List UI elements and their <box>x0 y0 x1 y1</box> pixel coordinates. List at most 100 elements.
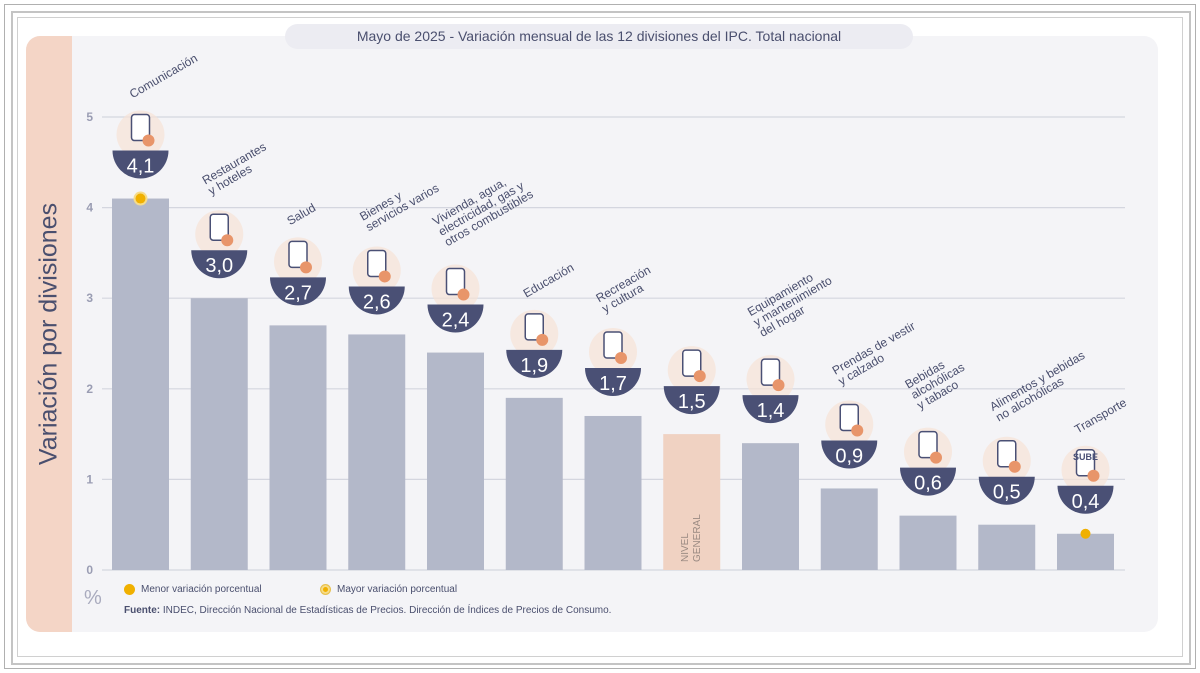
category-label: Bebidasalcohólicasy tabaco <box>903 350 973 413</box>
value-label: 0,4 <box>1072 491 1100 513</box>
value-label: 2,6 <box>363 291 391 313</box>
category-label: Recreacióny cultura <box>594 263 660 316</box>
source-text: INDEC, Dirección Nacional de Estadística… <box>162 605 612 616</box>
beach-umbrella-icon-accent <box>615 351 627 364</box>
source-note: Fuente: INDEC, Dirección Nacional de Est… <box>124 605 611 616</box>
bar <box>978 524 1036 570</box>
category-label: Bienes yservicios varios <box>357 171 441 235</box>
comb-scissors-icon-accent <box>378 270 391 283</box>
category-label-line: GENERAL <box>692 514 703 562</box>
bus-card-icon-glyph <box>1075 449 1096 477</box>
bus-card-icon-accent <box>1087 469 1100 482</box>
category-label: Salud <box>285 201 319 228</box>
smartphone-icon-accent <box>142 134 155 147</box>
legend-min-label: Menor variación porcentual <box>141 584 262 596</box>
beach-umbrella-icon-glyph <box>603 331 623 359</box>
value-badge-shape <box>1057 485 1114 514</box>
value-label: 3,0 <box>205 255 233 277</box>
category-label: Equipamientoy mantenimientodel hogar <box>745 263 841 340</box>
bar <box>505 397 563 570</box>
tshirt-shoe-icon-glyph <box>839 403 859 432</box>
bar <box>820 488 878 570</box>
value-label: 1,7 <box>599 373 627 395</box>
value-badge: 1,4 <box>742 355 799 424</box>
legend-min: Menor variación porcentual <box>124 584 262 595</box>
category-label: Vivienda, agua,electricidad, gas yotros … <box>430 166 536 249</box>
legend-max: Mayor variación porcentual <box>320 584 457 595</box>
value-badge-shape <box>348 286 405 315</box>
value-label: 1,4 <box>757 400 785 422</box>
value-badge: 3,0 <box>191 210 248 279</box>
value-badge-shape <box>742 395 799 424</box>
bar <box>742 443 799 570</box>
value-badge-shape <box>112 150 169 179</box>
legend-max-label: Mayor variación porcentual <box>337 584 458 596</box>
max-marker <box>135 193 146 204</box>
value-label: 2,7 <box>284 282 312 304</box>
category-label: Comunicación <box>127 51 200 101</box>
value-badge: 1,7 <box>585 327 641 396</box>
air-conditioner-icon-glyph <box>760 358 781 386</box>
value-badge: 1,5 <box>663 346 720 415</box>
y-tick-label: 4 <box>86 201 93 215</box>
first-aid-icon-glyph <box>288 240 308 269</box>
category-label-line: Transporte <box>1072 395 1129 436</box>
y-tick-label: 0 <box>86 563 93 577</box>
value-badge: 0,9 <box>821 400 878 469</box>
category-label: NIVELGENERAL <box>680 514 703 562</box>
y-tick-label: 2 <box>86 382 93 396</box>
category-label: Restaurantesy hoteles <box>200 140 275 198</box>
value-badge-shape <box>821 440 878 469</box>
notebook-icon-glyph <box>524 313 544 341</box>
bar <box>269 325 327 570</box>
value-badge-shape <box>978 476 1035 505</box>
value-badge: 0,4 <box>1057 445 1114 514</box>
notebook-icon-accent <box>536 333 549 346</box>
y-tick-label: 3 <box>86 291 93 305</box>
value-label: 0,9 <box>835 445 863 467</box>
min-marker-swatch <box>124 584 135 595</box>
bar <box>899 515 957 570</box>
category-label-line: Salud <box>285 201 319 228</box>
comb-scissors-icon-glyph <box>367 249 387 278</box>
value-badge: 2,7 <box>270 237 326 306</box>
bar <box>663 434 721 570</box>
chicken-icon-glyph <box>997 439 1017 468</box>
value-badge: 2,4 <box>427 264 484 333</box>
bar <box>427 352 484 570</box>
air-conditioner-icon-accent <box>772 379 785 392</box>
tshirt-shoe-icon-accent <box>851 424 864 437</box>
value-badge-shape <box>270 277 326 306</box>
max-marker-swatch <box>320 584 331 595</box>
value-badge: 4,1 <box>112 110 169 179</box>
first-aid-icon-accent <box>300 261 312 274</box>
value-label: 0,5 <box>993 482 1021 504</box>
category-label-line: Comunicación <box>127 51 200 101</box>
bar <box>1057 533 1114 570</box>
category-label-line: NIVEL <box>680 533 691 562</box>
value-label: 1,9 <box>520 355 548 377</box>
y-tick-label: 5 <box>86 110 93 124</box>
y-axis-unit: % <box>84 587 102 609</box>
value-badge-shape <box>191 250 248 279</box>
value-badge-shape <box>427 304 484 333</box>
source-label: Fuente: <box>124 605 161 616</box>
value-label: 4,1 <box>127 156 155 178</box>
chicken-icon-accent <box>1008 460 1021 473</box>
bar <box>584 415 642 570</box>
value-badge-shape <box>663 386 720 415</box>
basket-icon-accent <box>693 370 706 383</box>
bar <box>190 298 248 570</box>
value-badge-shape <box>506 349 563 378</box>
cutlery-icon-glyph <box>209 213 229 241</box>
value-label: 2,4 <box>442 310 470 332</box>
value-badge: 0,5 <box>978 436 1035 505</box>
category-label-line: Educación <box>521 260 577 300</box>
category-label: Transporte <box>1072 395 1129 436</box>
bar <box>112 198 169 571</box>
bulb-tools-icon-glyph <box>445 267 466 296</box>
min-marker <box>1080 528 1091 539</box>
cutlery-icon-accent <box>221 234 234 247</box>
value-label: 1,5 <box>678 391 706 413</box>
